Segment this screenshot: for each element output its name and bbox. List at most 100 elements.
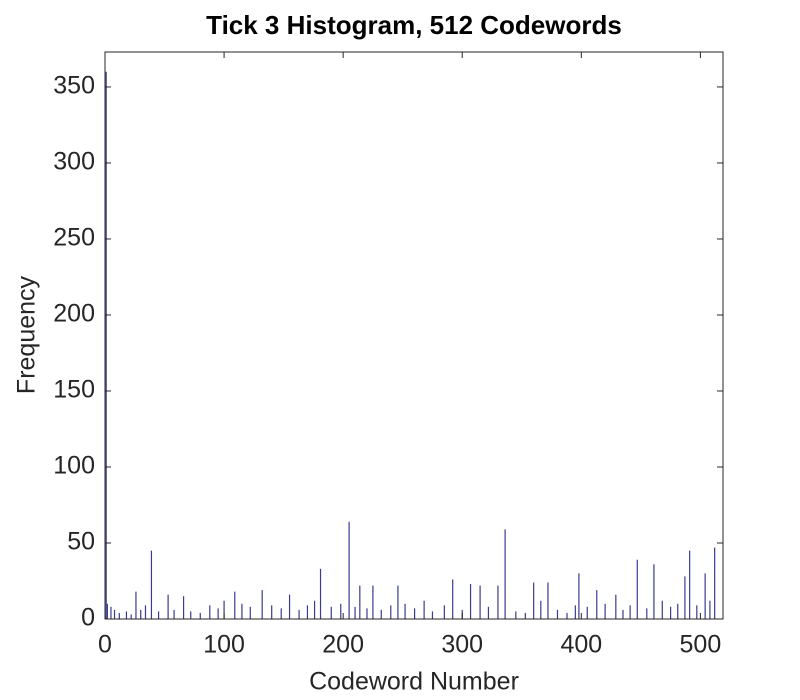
x-tick-label: 300 [441, 631, 483, 659]
bar [280, 608, 282, 619]
bar [677, 603, 679, 619]
bar [135, 591, 137, 619]
bar [110, 606, 112, 619]
bar [615, 594, 617, 619]
bar [504, 529, 506, 619]
bar [404, 603, 406, 619]
x-tick-label: 100 [203, 631, 245, 659]
bar [157, 611, 160, 619]
bar [167, 594, 169, 619]
chart-title: Tick 3 Histogram, 512 Codewords [206, 10, 622, 40]
bar [684, 576, 686, 619]
bar [113, 609, 116, 619]
bar [354, 606, 356, 619]
bar [106, 603, 108, 619]
x-axis-label: Codeword Number [309, 668, 519, 696]
y-tick-label: 300 [53, 148, 95, 176]
bar [423, 600, 425, 619]
bar [714, 547, 716, 619]
bar [556, 609, 559, 619]
bar [348, 521, 350, 619]
bar [397, 585, 399, 619]
x-tick-label: 500 [680, 631, 722, 659]
y-tick-label: 150 [53, 376, 95, 404]
bar [199, 612, 201, 619]
x-tick-label: 200 [322, 631, 364, 659]
bar [574, 605, 576, 619]
bar [604, 603, 606, 619]
bar [646, 608, 648, 619]
bar [578, 573, 580, 619]
bar [241, 603, 243, 619]
bar [118, 612, 120, 619]
bar [249, 606, 251, 619]
y-tick-label: 250 [53, 224, 95, 252]
bar [182, 596, 185, 619]
bar [487, 606, 490, 619]
x-tick-label: 400 [560, 631, 602, 659]
bar [452, 579, 454, 619]
bar [636, 559, 638, 619]
y-tick-label: 350 [53, 72, 95, 100]
bar [390, 605, 392, 619]
bar [288, 594, 291, 619]
bar [105, 71, 107, 619]
bar [622, 609, 624, 619]
bar [586, 606, 588, 619]
bar [319, 568, 322, 619]
y-tick-label: 50 [67, 528, 95, 556]
bar [469, 584, 472, 619]
bar [380, 609, 382, 619]
bar [443, 605, 445, 619]
plot-area [105, 71, 716, 619]
bar [431, 611, 434, 619]
bar [547, 582, 549, 619]
x-tick-label: 0 [98, 631, 112, 659]
y-tick-label: 100 [53, 452, 95, 480]
bar [313, 600, 316, 619]
bar [629, 605, 631, 619]
bar [540, 600, 542, 619]
bar [696, 605, 698, 619]
bar [670, 606, 672, 619]
bar [144, 605, 147, 619]
bar [209, 605, 211, 619]
bar [661, 600, 663, 619]
bar [130, 614, 132, 619]
bar [566, 612, 568, 619]
bar [413, 608, 416, 619]
bar [479, 585, 481, 619]
bar [298, 609, 300, 619]
bar [596, 590, 598, 619]
bar [150, 550, 153, 619]
bar [366, 608, 368, 619]
bar [704, 573, 706, 619]
bar [217, 608, 219, 619]
bar [340, 603, 342, 619]
bar [223, 600, 225, 619]
bar [709, 600, 711, 619]
bar [306, 605, 309, 619]
bar [261, 590, 263, 619]
bar [372, 585, 374, 619]
bar [533, 582, 535, 619]
bar [234, 591, 236, 619]
bar [173, 609, 175, 619]
bar [271, 605, 273, 619]
y-tick-label: 200 [53, 300, 95, 328]
bar [359, 585, 361, 619]
bar [140, 609, 142, 619]
y-axis-label: Frequency [13, 275, 41, 394]
bar [330, 606, 332, 619]
bar [515, 611, 517, 619]
bar [653, 564, 655, 619]
axes-box [104, 51, 724, 620]
bar [689, 550, 691, 619]
y-tick-label: 0 [81, 604, 95, 632]
bar [125, 611, 128, 619]
bar [190, 611, 192, 619]
bar [497, 585, 499, 619]
bar [524, 612, 526, 619]
